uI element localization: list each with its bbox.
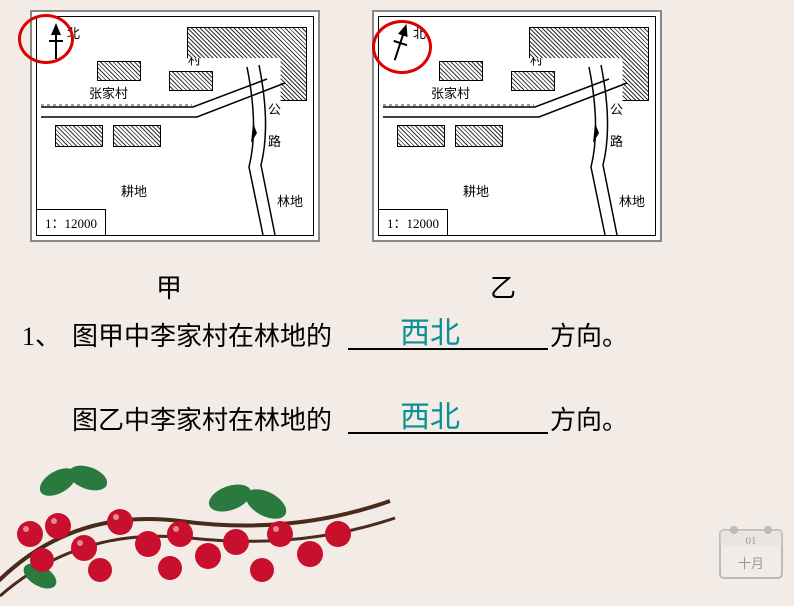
blank-line-1 xyxy=(348,348,548,350)
scale-box: 1：12000 xyxy=(379,209,448,235)
forest-label: 林地 xyxy=(619,191,645,210)
farmland-label: 耕地 xyxy=(121,181,147,200)
highlight-circle-yi xyxy=(372,20,432,74)
farmland-label: 耕地 xyxy=(463,181,489,200)
road-label-2: 路 xyxy=(268,131,281,150)
road-label: 公 xyxy=(610,99,623,118)
map-jia-container: 北 李家村 张家村 公 路 耕地 林地 1：12000 xyxy=(30,10,320,242)
berries-decoration-icon xyxy=(0,426,400,606)
scale-box: 1：12000 xyxy=(37,209,106,235)
date-badge-icon: 01 十月 xyxy=(718,522,784,580)
forest-label: 林地 xyxy=(277,191,303,210)
map-jia: 北 李家村 张家村 公 路 耕地 林地 1：12000 xyxy=(36,16,314,236)
q2-answer: 西北 xyxy=(400,392,460,436)
svg-text:十月: 十月 xyxy=(738,556,764,571)
roads-and-river xyxy=(37,17,317,239)
q1-suffix: 方向。 xyxy=(550,316,628,353)
question-number: 1、 xyxy=(22,316,61,353)
road-label-2: 路 xyxy=(610,131,623,150)
road-label: 公 xyxy=(268,99,281,118)
caption-yi: 乙 xyxy=(490,268,516,305)
q1-prefix: 图甲中李家村在林地的 xyxy=(72,316,332,353)
q2-suffix: 方向。 xyxy=(550,400,628,437)
svg-text:01: 01 xyxy=(746,535,757,547)
highlight-circle-jia xyxy=(18,14,74,64)
q1-answer: 西北 xyxy=(400,308,460,352)
caption-jia: 甲 xyxy=(156,268,182,305)
